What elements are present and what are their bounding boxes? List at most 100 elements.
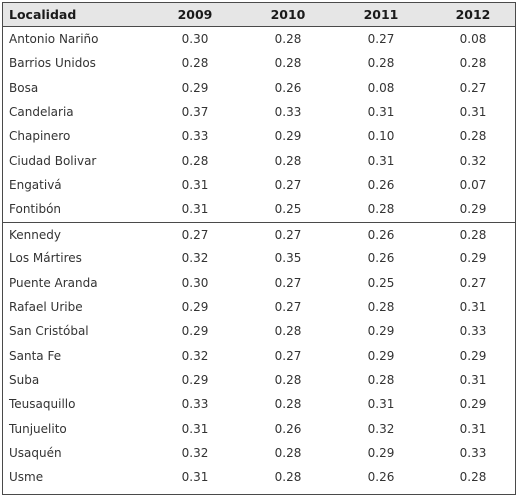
cell-2010: 0.28	[274, 32, 302, 46]
cell-2010: 0.28	[274, 324, 302, 339]
cell-2011: 0.28	[367, 372, 395, 387]
table-row: Usme 0.31 0.28 0.26 0.28	[3, 465, 515, 489]
table-row: Antonio Nariño 0.30 0.28 0.27 0.08	[3, 27, 515, 51]
cell-2009: 0.30	[181, 32, 209, 46]
cell-2009: 0.27	[181, 227, 209, 242]
cell-localidad: Rafael Uribe	[9, 299, 83, 314]
header-localidad: Localidad	[9, 7, 77, 22]
cell-2012: 0.27	[459, 275, 487, 290]
cell-localidad: Engativá	[9, 178, 62, 193]
cell-2011: 0.10	[367, 129, 395, 144]
cell-localidad: Los Mártires	[9, 251, 82, 266]
cell-2010: 0.27	[274, 299, 302, 314]
cell-2009: 0.31	[181, 421, 209, 436]
cell-2011: 0.31	[367, 397, 395, 412]
table-row: Fontibón 0.31 0.25 0.28 0.29	[3, 197, 515, 221]
cell-2011: 0.28	[367, 202, 395, 217]
table-row: Teusaquillo 0.33 0.28 0.31 0.29	[3, 392, 515, 416]
header-2010: 2010	[270, 7, 306, 22]
cell-2012: 0.33	[459, 445, 487, 460]
cell-2011: 0.31	[367, 105, 395, 120]
cell-localidad: Candelaria	[9, 105, 74, 120]
cell-2009: 0.33	[181, 397, 209, 412]
table-row: Usaquén 0.32 0.28 0.29 0.33	[3, 441, 515, 465]
cell-localidad: Puente Aranda	[9, 275, 98, 290]
cell-2012: 0.07	[459, 178, 487, 193]
cell-2010: 0.28	[274, 445, 302, 460]
cell-localidad: Bosa	[9, 80, 39, 95]
cell-2009: 0.30	[181, 275, 209, 290]
cell-localidad: Kennedy	[9, 227, 61, 242]
table-row: Kennedy 0.27 0.27 0.26 0.28	[3, 221, 515, 247]
cell-2009: 0.29	[181, 372, 209, 387]
cell-2009: 0.31	[181, 202, 209, 217]
cell-localidad: Fontibón	[9, 202, 62, 217]
cell-2009: 0.29	[181, 80, 209, 95]
cell-2012: 0.31	[459, 421, 487, 436]
cell-localidad: Tunjuelito	[9, 421, 67, 436]
data-table: Localidad 2009 2010 2011 2012 Antonio Na…	[2, 2, 516, 495]
cell-2009: 0.29	[181, 324, 209, 339]
cell-2010: 0.26	[274, 421, 302, 436]
cell-2011: 0.26	[367, 227, 395, 242]
cell-2011: 0.08	[367, 80, 395, 95]
cell-2010: 0.33	[274, 105, 302, 120]
table-row: Candelaria 0.37 0.33 0.31 0.31	[3, 100, 515, 124]
table-row: Engativá 0.31 0.27 0.26 0.07	[3, 173, 515, 197]
header-2012: 2012	[455, 7, 491, 22]
cell-2010: 0.28	[274, 397, 302, 412]
cell-localidad: Antonio Nariño	[9, 32, 99, 46]
header-2009: 2009	[177, 7, 213, 22]
cell-2009: 0.37	[181, 105, 209, 120]
table-row: Chapinero 0.33 0.29 0.10 0.28	[3, 124, 515, 148]
cell-2009: 0.31	[181, 178, 209, 193]
cell-2012: 0.31	[459, 299, 487, 314]
cell-2012: 0.29	[459, 397, 487, 412]
cell-2011: 0.29	[367, 348, 395, 363]
cell-2012: 0.32	[459, 153, 487, 168]
cell-2009: 0.29	[181, 299, 209, 314]
cell-2009: 0.28	[181, 153, 209, 168]
cell-2010: 0.28	[274, 153, 302, 168]
cell-2011: 0.31	[367, 153, 395, 168]
table-row: Rafael Uribe 0.29 0.27 0.28 0.31	[3, 295, 515, 319]
cell-2012: 0.28	[459, 56, 487, 71]
cell-2012: 0.33	[459, 324, 487, 339]
cell-localidad: Usaquén	[9, 445, 62, 460]
cell-2012: 0.28	[459, 227, 487, 242]
cell-2012: 0.29	[459, 251, 487, 266]
cell-localidad: Usme	[9, 470, 44, 485]
cell-localidad: Barrios Unidos	[9, 56, 96, 71]
cell-2010: 0.35	[274, 251, 302, 266]
cell-2010: 0.28	[274, 56, 302, 71]
cell-2012: 0.31	[459, 105, 487, 120]
cell-localidad: Suba	[9, 372, 40, 387]
cell-2011: 0.26	[367, 251, 395, 266]
cell-2010: 0.27	[274, 227, 302, 242]
cell-2011: 0.29	[367, 445, 395, 460]
cell-2012: 0.29	[459, 202, 487, 217]
cell-2010: 0.27	[274, 348, 302, 363]
cell-2009: 0.32	[181, 251, 209, 266]
cell-2012: 0.28	[459, 129, 487, 144]
cell-localidad: San Cristóbal	[9, 324, 89, 339]
cell-2009: 0.31	[181, 470, 209, 485]
table-row: Ciudad Bolivar 0.28 0.28 0.31 0.32	[3, 149, 515, 173]
table-row: Suba 0.29 0.28 0.28 0.31	[3, 368, 515, 392]
cell-localidad: Ciudad Bolivar	[9, 153, 97, 168]
cell-2010: 0.27	[274, 178, 302, 193]
cell-2010: 0.27	[274, 275, 302, 290]
cell-2011: 0.26	[367, 470, 395, 485]
cell-2012: 0.28	[459, 470, 487, 485]
table-row: San Cristóbal 0.29 0.28 0.29 0.33	[3, 319, 515, 343]
cell-2009: 0.33	[181, 129, 209, 144]
cell-2011: 0.27	[367, 32, 395, 46]
table-row: Los Mártires 0.32 0.35 0.26 0.29	[3, 246, 515, 270]
table-row: Santa Fe 0.32 0.27 0.29 0.29	[3, 344, 515, 368]
table-row: Barrios Unidos 0.28 0.28 0.28 0.28	[3, 51, 515, 75]
header-2011: 2011	[363, 7, 399, 22]
table-header-row: Localidad 2009 2010 2011 2012	[3, 3, 515, 27]
cell-2011: 0.25	[367, 275, 395, 290]
cell-2011: 0.28	[367, 299, 395, 314]
cell-2012: 0.31	[459, 372, 487, 387]
